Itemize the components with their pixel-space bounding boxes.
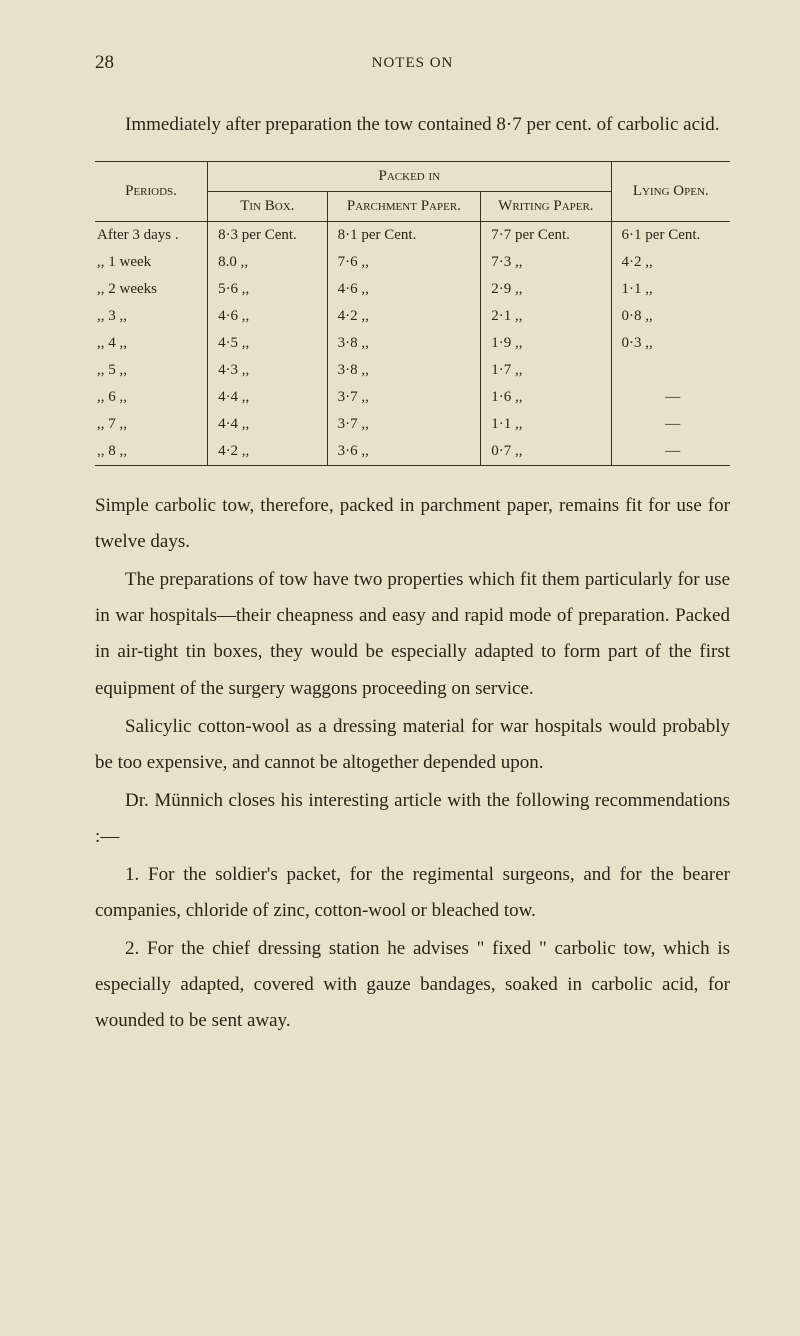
tin-cell: 4·3 ,, [208,357,328,384]
period-cell: ,, 3 ,, [95,303,208,330]
data-table: Periods. Packed in Lying Open. Tin Box. … [95,162,730,465]
period-cell: ,, 1 week [95,249,208,276]
paragraph-1: Simple carbolic tow, therefore, packed i… [95,488,730,560]
open-cell: — [611,384,730,411]
col-header-parchment: Parchment Paper. [327,192,481,222]
page-number: 28 [95,52,114,74]
table-row: ,, 7 ,,4·4 ,,3·7 ,,1·1 ,,— [95,411,730,438]
body-text: Simple carbolic tow, therefore, packed i… [95,488,730,1039]
tin-cell: 4·4 ,, [208,411,328,438]
paragraph-5: 1. For the soldier's packet, for the reg… [95,857,730,929]
table-row: ,, 8 ,,4·2 ,,3·6 ,,0·7 ,,— [95,438,730,465]
writing-cell: 7·7 per Cent. [481,222,611,250]
writing-cell: 7·3 ,, [481,249,611,276]
col-header-tin-box: Tin Box. [208,192,328,222]
parchment-cell: 3·8 ,, [327,330,481,357]
paragraph-2: The preparations of tow have two propert… [95,562,730,706]
period-cell: ,, 2 weeks [95,276,208,303]
open-cell [611,357,730,384]
writing-cell: 0·7 ,, [481,438,611,465]
writing-cell: 1·1 ,, [481,411,611,438]
period-cell: ,, 4 ,, [95,330,208,357]
table-row: ,, 3 ,,4·6 ,,4·2 ,,2·1 ,,0·8 ,, [95,303,730,330]
parchment-cell: 4·6 ,, [327,276,481,303]
writing-cell: 1·9 ,, [481,330,611,357]
tin-cell: 4·6 ,, [208,303,328,330]
parchment-cell: 7·6 ,, [327,249,481,276]
period-cell: ,, 7 ,, [95,411,208,438]
table-row: ,, 5 ,,4·3 ,,3·8 ,,1·7 ,, [95,357,730,384]
writing-cell: 1·7 ,, [481,357,611,384]
col-header-writing: Writing Paper. [481,192,611,222]
open-cell: 1·1 ,, [611,276,730,303]
paragraph-4: Dr. Münnich closes his interesting artic… [95,783,730,855]
parchment-cell: 4·2 ,, [327,303,481,330]
period-cell: ,, 5 ,, [95,357,208,384]
table-row: ,, 1 week8.0 ,,7·6 ,,7·3 ,,4·2 ,, [95,249,730,276]
open-cell: 0·3 ,, [611,330,730,357]
table-row: ,, 2 weeks5·6 ,,4·6 ,,2·9 ,,1·1 ,, [95,276,730,303]
tin-cell: 4·2 ,, [208,438,328,465]
parchment-cell: 3·6 ,, [327,438,481,465]
col-header-lying-open: Lying Open. [611,162,730,222]
paragraph-6: 2. For the chief dressing station he adv… [95,931,730,1039]
period-cell: ,, 6 ,, [95,384,208,411]
table-row: After 3 days .8·3 per Cent.8·1 per Cent.… [95,222,730,250]
col-header-periods: Periods. [95,162,208,222]
intro-paragraph: Immediately after preparation the tow co… [95,107,730,143]
data-table-container: Periods. Packed in Lying Open. Tin Box. … [95,161,730,466]
writing-cell: 1·6 ,, [481,384,611,411]
period-cell: After 3 days . [95,222,208,250]
open-cell: — [611,438,730,465]
table-row: ,, 4 ,,4·5 ,,3·8 ,,1·9 ,,0·3 ,, [95,330,730,357]
parchment-cell: 3·7 ,, [327,384,481,411]
tin-cell: 8·3 per Cent. [208,222,328,250]
tin-cell: 8.0 ,, [208,249,328,276]
period-cell: ,, 8 ,, [95,438,208,465]
open-cell: 6·1 per Cent. [611,222,730,250]
open-cell: — [611,411,730,438]
tin-cell: 4·4 ,, [208,384,328,411]
tin-cell: 4·5 ,, [208,330,328,357]
table-row: ,, 6 ,,4·4 ,,3·7 ,,1·6 ,,— [95,384,730,411]
col-header-packed-in: Packed in [208,162,611,192]
paragraph-3: Salicylic cotton-wool as a dressing mate… [95,709,730,781]
writing-cell: 2·9 ,, [481,276,611,303]
tin-cell: 5·6 ,, [208,276,328,303]
open-cell: 4·2 ,, [611,249,730,276]
parchment-cell: 3·8 ,, [327,357,481,384]
header-title: NOTES ON [95,55,730,72]
writing-cell: 2·1 ,, [481,303,611,330]
open-cell: 0·8 ,, [611,303,730,330]
parchment-cell: 3·7 ,, [327,411,481,438]
parchment-cell: 8·1 per Cent. [327,222,481,250]
